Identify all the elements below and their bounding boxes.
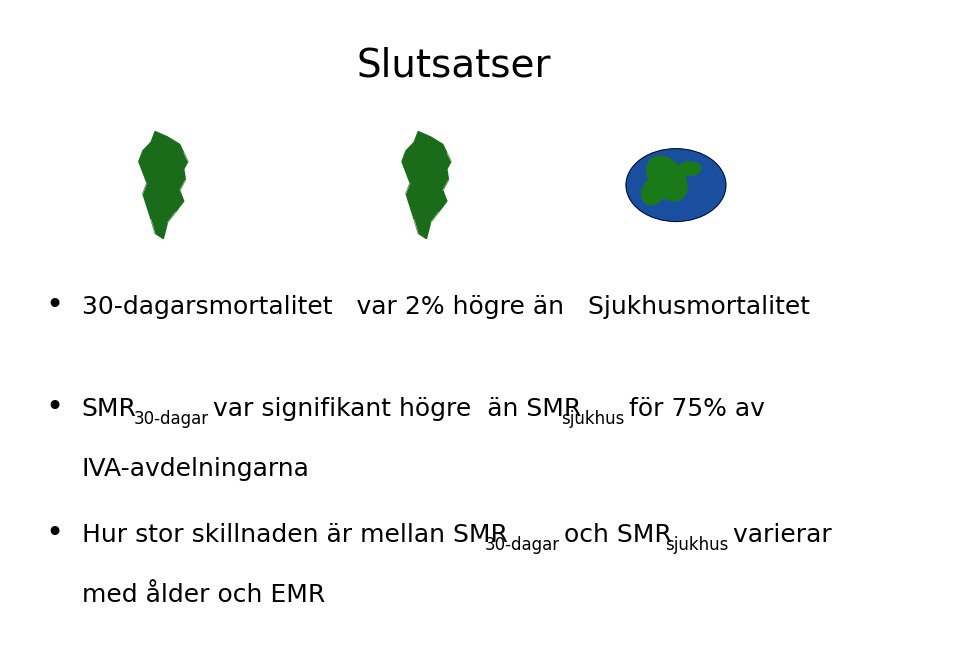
Text: •: • [45,291,63,320]
Ellipse shape [646,156,687,201]
Text: •: • [45,519,63,548]
Text: sjukhus: sjukhus [561,410,624,428]
Text: 30-dagarsmortalitet   var 2% högre än   Sjukhusmortalitet: 30-dagarsmortalitet var 2% högre än Sjuk… [82,295,809,319]
Text: för 75% av: för 75% av [620,397,764,422]
Text: SMR: SMR [82,397,136,422]
Polygon shape [402,132,451,239]
Text: 30-dagar: 30-dagar [133,410,209,428]
Text: sjukhus: sjukhus [666,536,729,554]
Polygon shape [139,132,188,239]
Text: var signifikant högre  än SMR: var signifikant högre än SMR [204,397,581,422]
Text: IVA-avdelningarna: IVA-avdelningarna [82,457,310,481]
Circle shape [626,149,726,221]
Text: 30-dagar: 30-dagar [484,536,560,554]
Text: med ålder och EMR: med ålder och EMR [82,582,325,607]
Text: och SMR: och SMR [555,523,671,547]
Ellipse shape [678,162,701,175]
Text: varierar: varierar [725,523,831,547]
Text: Hur stor skillnaden är mellan SMR: Hur stor skillnaden är mellan SMR [82,523,507,547]
Ellipse shape [642,178,665,205]
Text: •: • [45,393,63,422]
Text: Slutsatser: Slutsatser [357,46,550,84]
